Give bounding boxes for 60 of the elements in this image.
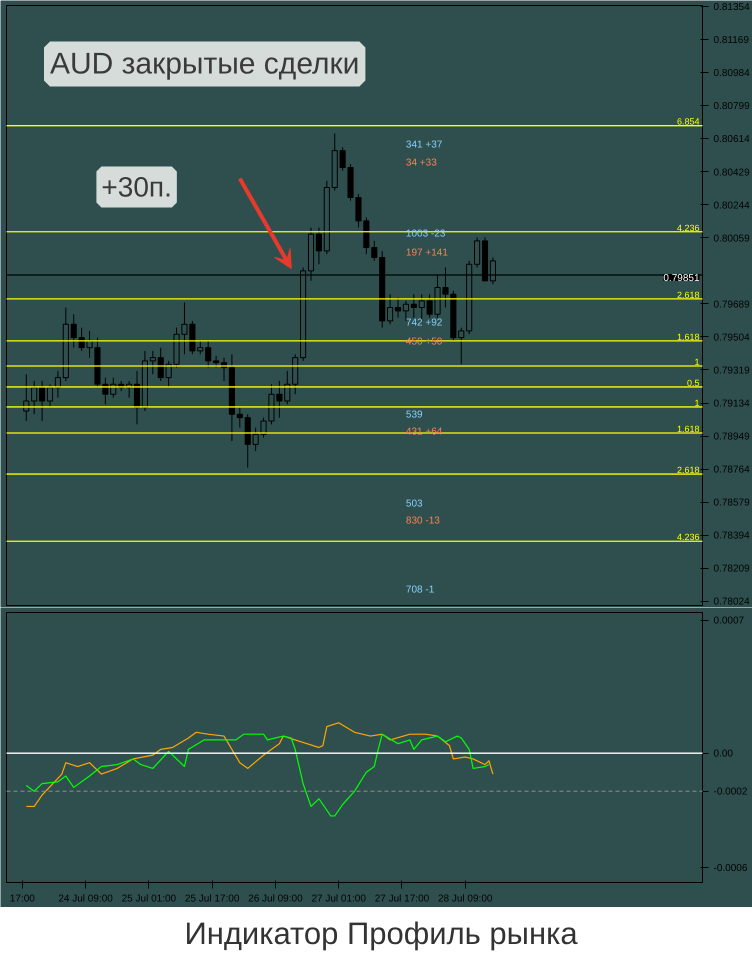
x-tick-label: 24 Jul 09:00 [58, 894, 114, 904]
candlestick [46, 384, 54, 408]
annotation: 0.5 [686, 378, 700, 388]
text: Индикатор Профиль рынка [184, 915, 578, 953]
y-tick-label: 0.80244 [714, 200, 750, 212]
candlestick [371, 240, 378, 262]
x-tick-label: 26 Jul 09:00 [248, 894, 304, 904]
annotation: 1 [694, 357, 700, 368]
x-tick-label: 27 Jul 01:00 [311, 894, 366, 904]
y-tick-label: 0.79504 [714, 332, 750, 344]
y-tick-label: 0.79134 [714, 398, 750, 410]
y-tick-label: 0.0007 [714, 616, 745, 627]
y-tick-label: 0.79319 [714, 365, 750, 376]
y-tick-label: 0.78209 [714, 564, 750, 575]
annotation: 539 [406, 410, 424, 420]
annotation: 6.854 [676, 116, 700, 127]
y-tick-label: 0.80799 [714, 101, 750, 112]
y-tick-label: 0.00 [714, 748, 734, 760]
annotation: 341 +37 [406, 140, 443, 150]
y-tick-label: 0.80614 [714, 134, 750, 146]
ref-line-label: 0.79851 [663, 272, 700, 284]
y-tick-label: 0.80059 [714, 233, 750, 244]
candlestick [54, 370, 61, 398]
annotation: 1 [694, 398, 700, 408]
annotation: 4.236 [676, 532, 700, 542]
annotation: 4.236 [676, 222, 700, 233]
y-tick-label: 0.78394 [714, 530, 750, 542]
annotation: +30п. [101, 172, 172, 202]
y-tick-label: -0.0006 [714, 862, 748, 874]
annotation: 1.618 [676, 332, 700, 342]
x-tick-label: 25 Jul 01:00 [122, 894, 177, 904]
annotation: 34 +33 [406, 158, 438, 168]
annotation: 830 -13 [406, 516, 440, 526]
y-tick-label: 0.78024 [714, 596, 750, 608]
annotation: 2.618 [676, 465, 700, 476]
y-tick-label: 0.80984 [714, 68, 750, 80]
y-tick-label: 0.81354 [714, 2, 750, 14]
annotation: 503 [406, 498, 424, 510]
annotation: 197 +141 [406, 248, 448, 258]
annotation: 1.618 [676, 424, 700, 434]
x-tick-label: 28 Jul 09:00 [438, 894, 493, 904]
x-tick-label: 27 Jul 17:00 [374, 894, 430, 904]
candlestick [260, 417, 267, 438]
y-tick-label: -0.0002 [714, 786, 748, 798]
annotation: 708 -1 [406, 584, 435, 596]
x-tick-label: 25 Jul 17:00 [184, 894, 240, 904]
annotation: 2.618 [676, 290, 700, 300]
candlestick [394, 296, 402, 318]
y-tick-label: 0.80429 [714, 167, 750, 178]
text: AUD закрытые сделки [50, 48, 360, 80]
y-tick-label: 0.79689 [714, 299, 750, 310]
annotation: 742 +92 [406, 318, 443, 328]
candlestick [181, 302, 188, 355]
y-tick-label: 0.78764 [714, 464, 750, 476]
y-tick-label: 0.78949 [714, 432, 750, 443]
y-tick-label: 0.81169 [714, 35, 750, 46]
candlestick [23, 374, 30, 422]
candlestick [355, 194, 362, 228]
y-tick-label: 0.78579 [714, 498, 750, 509]
x-tick-label: 17:00 [10, 894, 36, 904]
